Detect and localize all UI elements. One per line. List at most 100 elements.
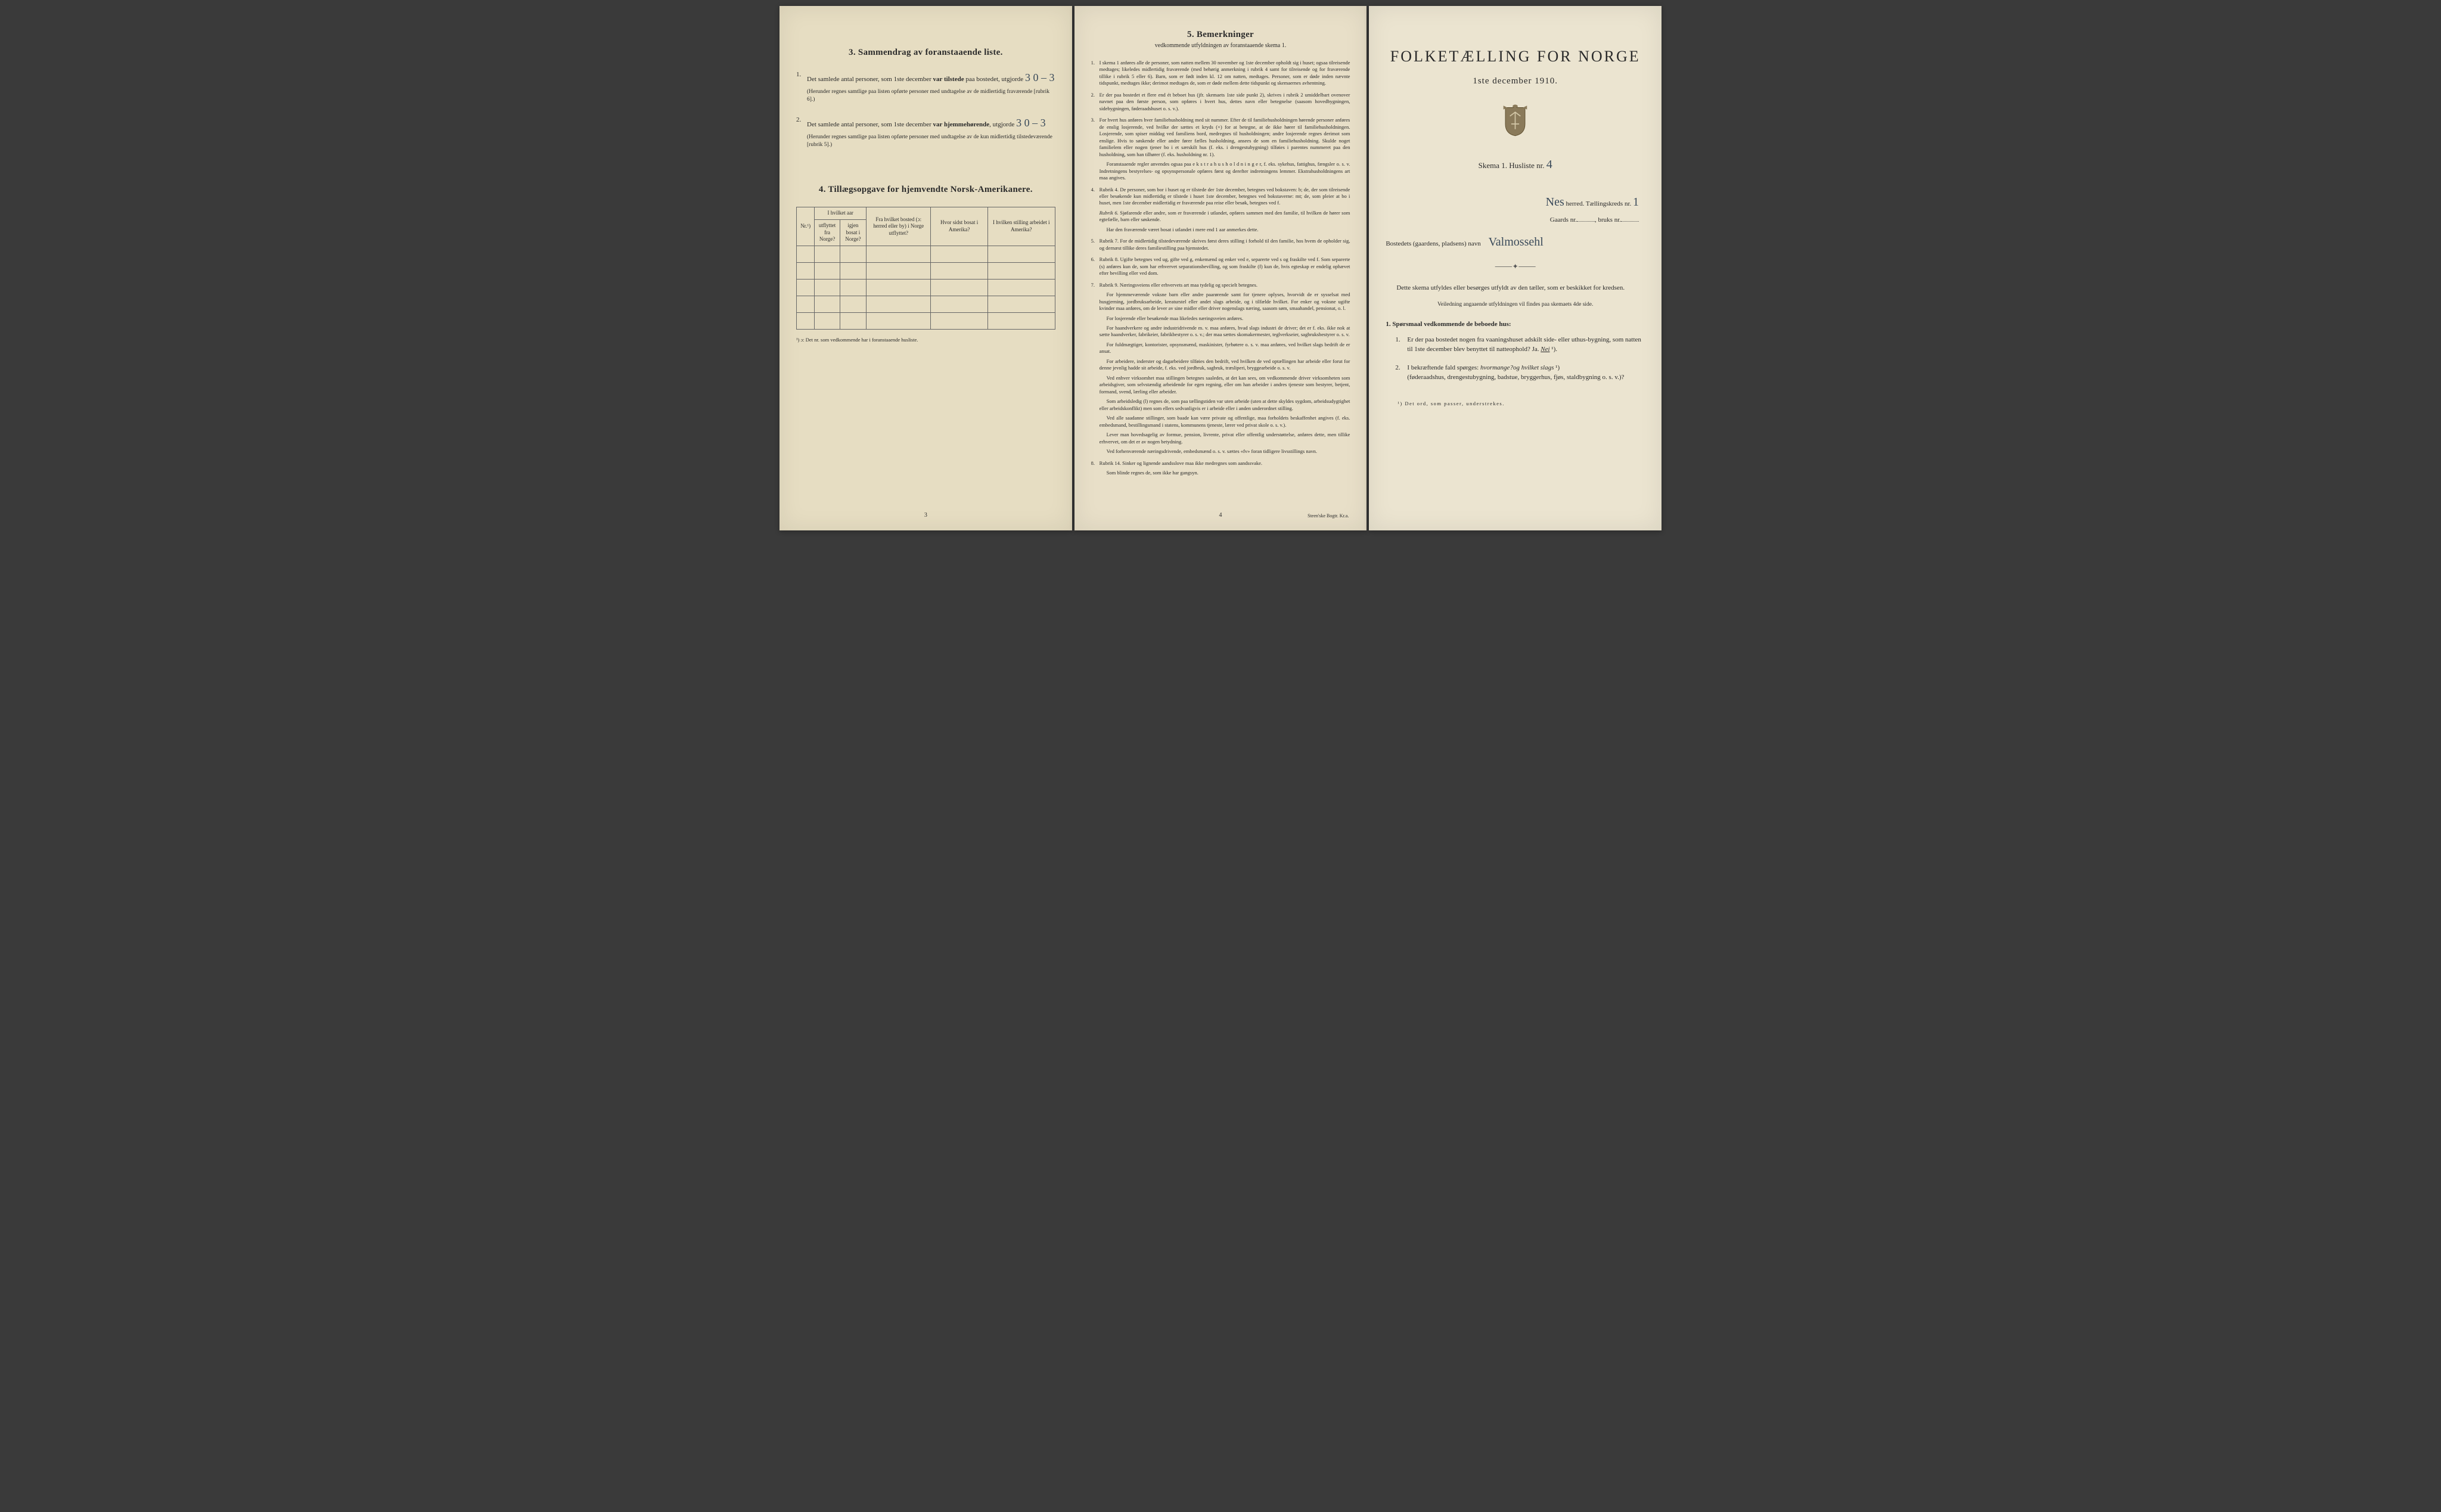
main-title: FOLKETÆLLING FOR NORGE	[1386, 48, 1645, 66]
remark-item: 5. Rubrik 7. For de midlertidig tilstede…	[1091, 238, 1350, 252]
date-line: 1ste december 1910.	[1386, 76, 1645, 86]
item-para: Lever man hovedsagelig av formue, pensio…	[1100, 431, 1350, 445]
item-number: 2.	[796, 115, 807, 150]
remark-item: 7. Rubrik 9. Næringsveiens eller erhverv…	[1091, 282, 1350, 455]
table-header: Hvor sidst bosat i Amerika?	[931, 207, 987, 246]
coat-of-arms-icon	[1502, 104, 1529, 137]
remark-item: 2. Er der paa bostedet et flere end ét b…	[1091, 92, 1350, 112]
page-middle: 5. Bemerkninger vedkommende utfyldningen…	[1074, 6, 1367, 530]
question-text: I bekræftende fald spørges: hvormange?og…	[1407, 363, 1624, 383]
section5-subtitle: vedkommende utfyldningen av foranstaaend…	[1091, 42, 1350, 49]
bold-text: var hjemmehørende	[933, 121, 990, 128]
item-text: Rubrik 14. Sinker og lignende aandsslove…	[1100, 460, 1350, 477]
item-sub: Rubrik 6. Sjøfarende eller andre, som er…	[1100, 210, 1350, 223]
section3-item2: 2. Det samlede antal personer, som 1ste …	[796, 115, 1055, 150]
printer-mark: Steen'ske Bogtr. Kr.a.	[1308, 513, 1349, 519]
item-text: Rubrik 4. De personer, som bor i huset o…	[1100, 187, 1350, 234]
item-text: Rubrik 7. For de midlertidig tilstedevær…	[1100, 238, 1350, 252]
table-header: Nr.¹)	[797, 207, 815, 246]
table-row	[797, 312, 1055, 329]
item-para: For losjerende eller besøkende maa likel…	[1100, 315, 1350, 322]
item-para: Har den fraværende været bosat i utlande…	[1100, 226, 1350, 233]
herred-handwritten: Nes	[1546, 195, 1564, 209]
handwritten-value: 3 0 – 3	[1016, 115, 1046, 131]
bold-text: var tilstede	[933, 76, 964, 83]
remark-item: 4. Rubrik 4. De personer, som bor i huse…	[1091, 187, 1350, 234]
section3-item1: 1. Det samlede antal personer, som 1ste …	[796, 70, 1055, 104]
instruction-text: Dette skema utfyldes eller besørges utfy…	[1386, 283, 1645, 293]
item-text: I skema 1 anføres alle de personer, som …	[1100, 60, 1350, 87]
text: Det samlede antal personer, som 1ste dec…	[807, 121, 933, 128]
nei-underlined: Nei	[1541, 346, 1549, 353]
item-para: Foranstaaende regler anvendes ogsaa paa …	[1100, 161, 1350, 181]
item-number: 4.	[1091, 187, 1100, 234]
bosted-line: Bostedets (gaardens, pladsens) navn Valm…	[1386, 235, 1645, 249]
table-header: I hvilken stilling arbeidet i Amerika?	[987, 207, 1055, 246]
item-number: 5.	[1091, 238, 1100, 252]
blank-field	[1621, 221, 1639, 222]
item-para: Ved alle saadanne stillinger, som baade …	[1100, 415, 1350, 429]
text: , utgjorde	[989, 121, 1016, 128]
item-number: 8.	[1091, 460, 1100, 477]
item-text: For hvert hus anføres hver familiehushol…	[1100, 117, 1350, 181]
question-1: 1. Er der paa bostedet nogen fra vaaning…	[1386, 335, 1645, 355]
question-2: 2. I bekræftende fald spørges: hvormange…	[1386, 363, 1645, 383]
section4-table: Nr.¹) I hvilket aar Fra hvilket bosted (…	[796, 207, 1055, 343]
husliste-number-handwritten: 4	[1546, 158, 1552, 171]
item-para: For hjemmeværende voksne barn eller andr…	[1100, 291, 1350, 312]
item-content: Det samlede antal personer, som 1ste dec…	[807, 70, 1055, 104]
table-header: Fra hvilket bosted (ɔ: herred eller by) …	[867, 207, 931, 246]
item-para: For haandverkere og andre industridriven…	[1100, 325, 1350, 339]
remark-item: 3. For hvert hus anføres hver familiehus…	[1091, 117, 1350, 181]
bruks-label: , bruks nr.	[1595, 216, 1621, 223]
kreds-number-handwritten: 1	[1633, 195, 1639, 209]
divider-ornament: ⸻✦⸻	[1386, 261, 1645, 271]
crest-icon	[1386, 104, 1645, 140]
table-header: I hvilket aar	[815, 207, 867, 220]
table-footnote: ¹) ɔ: Det nr. som vedkommende har i fora…	[796, 337, 1055, 343]
text: Det samlede antal personer, som 1ste dec…	[807, 76, 933, 83]
page-number: 3	[924, 512, 927, 519]
item-text: Er der paa bostedet et flere end ét bebo…	[1100, 92, 1350, 112]
remark-item: 1. I skema 1 anføres alle de personer, s…	[1091, 60, 1350, 87]
question-number: 2.	[1395, 363, 1407, 383]
handwritten-value: 3 0 – 3	[1025, 70, 1055, 86]
table-row	[797, 296, 1055, 312]
section3-title: 3. Sammendrag av foranstaaende liste.	[796, 48, 1055, 58]
norsk-amerikanere-table: Nr.¹) I hvilket aar Fra hvilket bosted (…	[796, 207, 1055, 330]
skema-line: Skema 1. Husliste nr. 4	[1386, 158, 1645, 172]
gaard-label: Gaards nr.	[1550, 216, 1577, 223]
item-number: 1.	[796, 70, 807, 104]
remark-item: 6. Rubrik 8. Ugifte betegnes ved ug, gif…	[1091, 256, 1350, 277]
skema-label: Skema 1. Husliste nr.	[1479, 161, 1545, 170]
section4-title: 4. Tillægsopgave for hjemvendte Norsk-Am…	[796, 185, 1055, 195]
item-para: Som arbeidsledig (l) regnes de, som paa …	[1100, 398, 1350, 412]
footnote: ¹) Det ord, som passer, understrekes.	[1386, 400, 1645, 406]
question-header: 1. Spørsmaal vedkommende de beboede hus:	[1386, 321, 1645, 328]
remark-item: 8. Rubrik 14. Sinker og lignende aandssl…	[1091, 460, 1350, 477]
table-header: igjen bosat i Norge?	[840, 219, 866, 246]
question-number: 1.	[1395, 335, 1407, 355]
item-number: 2.	[1091, 92, 1100, 112]
remarks-list: 1. I skema 1 anføres alle de personer, s…	[1091, 60, 1350, 476]
question-text: Er der paa bostedet nogen fra vaaningshu…	[1407, 335, 1645, 355]
instruction-text: Veiledning angaaende utfyldningen vil fi…	[1386, 300, 1645, 309]
bosted-label: Bostedets (gaardens, pladsens) navn	[1386, 240, 1480, 247]
page-right: FOLKETÆLLING FOR NORGE 1ste december 191…	[1369, 6, 1662, 530]
bosted-handwritten: Valmossehl	[1489, 235, 1544, 249]
parenthetical: (Herunder regnes samtlige paa listen opf…	[807, 133, 1055, 150]
page-number: 4	[1219, 512, 1222, 519]
page-left: 3. Sammendrag av foranstaaende liste. 1.…	[779, 6, 1072, 530]
text: paa bostedet, utgjorde	[964, 76, 1025, 83]
item-para: Ved enhver virksomhet maa stillingen bet…	[1100, 375, 1350, 395]
item-number: 3.	[1091, 117, 1100, 181]
parenthetical: (Herunder regnes samtlige paa listen opf…	[807, 88, 1055, 104]
item-content: Det samlede antal personer, som 1ste dec…	[807, 115, 1055, 150]
table-row	[797, 246, 1055, 262]
item-para: Som blinde regnes de, som ikke har gangs…	[1100, 470, 1350, 476]
item-text: Rubrik 9. Næringsveiens eller erhvervets…	[1100, 282, 1350, 455]
table-row	[797, 262, 1055, 279]
item-text: Rubrik 8. Ugifte betegnes ved ug, gifte …	[1100, 256, 1350, 277]
item-para: Ved forhenværende næringsdrivende, embed…	[1100, 448, 1350, 455]
section5-title: 5. Bemerkninger	[1091, 30, 1350, 40]
